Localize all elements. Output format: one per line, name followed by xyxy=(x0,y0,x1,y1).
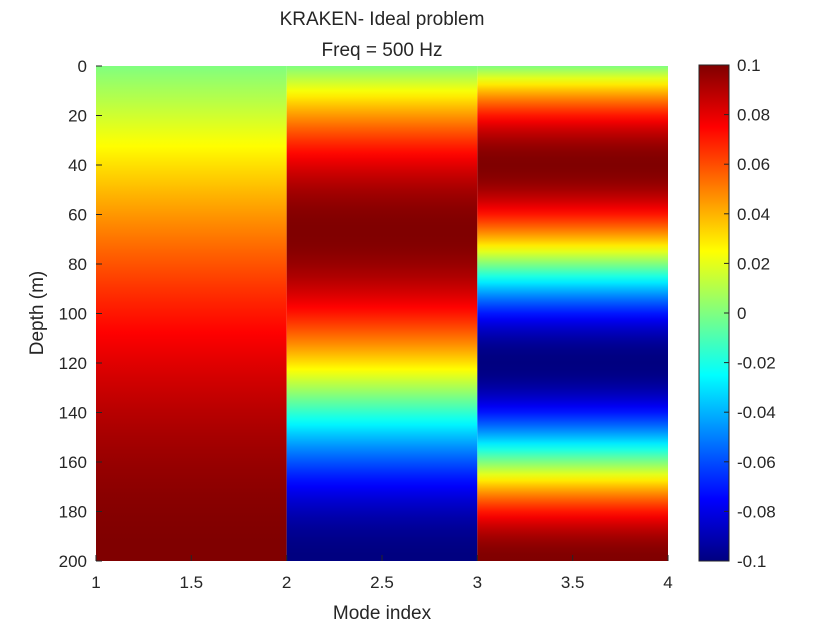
y-tick-label: 140 xyxy=(59,404,87,423)
x-tick-label: 2.5 xyxy=(370,573,394,592)
colorbar-tick-label: -0.08 xyxy=(737,502,776,521)
colorbar-tick-label: 0.08 xyxy=(737,106,770,125)
y-tick-label: 0 xyxy=(78,57,87,76)
y-tick-label: 100 xyxy=(59,305,87,324)
y-tick-label: 160 xyxy=(59,453,87,472)
chart-subtitle: Freq = 500 Hz xyxy=(322,40,443,61)
y-tick-label: 180 xyxy=(59,503,87,522)
x-tick-label: 3 xyxy=(473,573,482,592)
chart-title: KRAKEN- Ideal problem xyxy=(280,9,485,30)
colorbar-tick-label: 0.02 xyxy=(737,254,770,273)
y-tick-label: 40 xyxy=(68,156,87,175)
x-tick-label: 1 xyxy=(91,573,100,592)
mode-2-column xyxy=(286,66,478,561)
plot-area xyxy=(96,66,668,561)
x-axis-label: Mode index xyxy=(333,603,432,624)
colorbar-tick-label: 0.04 xyxy=(737,205,770,224)
y-tick-label: 20 xyxy=(68,107,87,126)
colorbar-tick-label: 0 xyxy=(737,304,746,323)
mode-1-column xyxy=(96,66,287,561)
y-axis-label: Depth (m) xyxy=(27,271,48,355)
mode-3-column xyxy=(477,66,668,561)
colorbar-tick-label: -0.04 xyxy=(737,403,776,422)
x-tick-label: 1.5 xyxy=(180,573,204,592)
x-tick-label: 4 xyxy=(663,573,672,592)
colorbar-tick-label: -0.06 xyxy=(737,453,776,472)
x-tick-label: 3.5 xyxy=(561,573,585,592)
x-axis: 1 1.5 2 2.5 3 3.5 4 xyxy=(91,555,673,592)
y-tick-label: 60 xyxy=(68,206,87,225)
colorbar-tick-label: -0.02 xyxy=(737,354,776,373)
y-axis: 0 20 40 60 80 100 120 140 160 180 200 xyxy=(59,57,102,571)
colorbar: 0.1 0.08 0.06 0.04 0.02 0 -0.02 -0.04 -0.06 -0.08… xyxy=(698,56,776,571)
colorbar-tick-label: 0.1 xyxy=(737,56,761,75)
y-tick-label: 80 xyxy=(68,255,87,274)
colorbar-tick-label: -0.1 xyxy=(737,552,766,571)
y-tick-label: 120 xyxy=(59,354,87,373)
colorbar-tick-label: 0.06 xyxy=(737,155,770,174)
y-tick-label: 200 xyxy=(59,552,87,571)
x-tick-label: 2 xyxy=(282,573,291,592)
